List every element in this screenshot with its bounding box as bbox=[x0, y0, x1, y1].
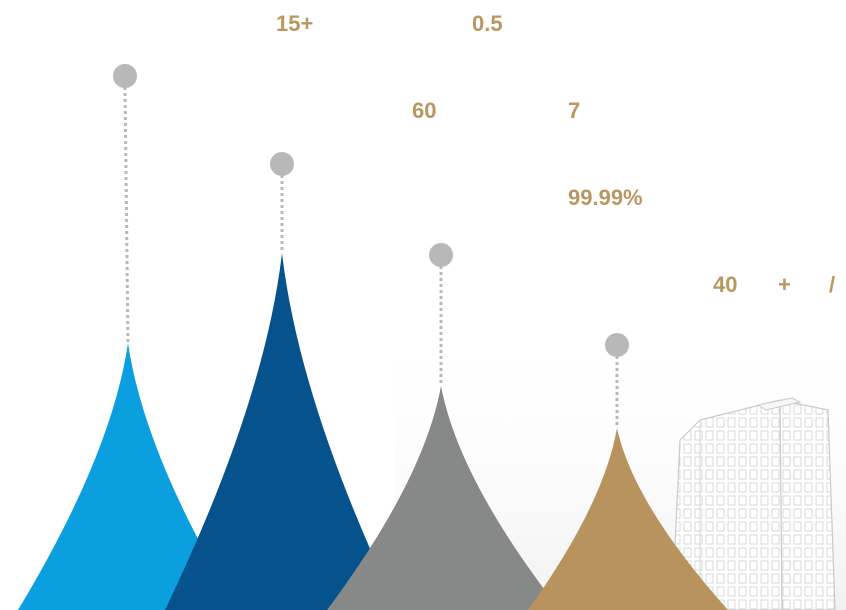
marker-dot-4 bbox=[605, 333, 629, 357]
peak-gray bbox=[327, 386, 560, 610]
connector-line-1 bbox=[123, 86, 130, 344]
stat-value-3: 60 bbox=[412, 98, 437, 123]
office-building-illustration bbox=[671, 397, 836, 610]
peak-light-blue bbox=[18, 343, 238, 610]
peak-gold bbox=[528, 428, 728, 610]
stat-value-6: 40 bbox=[713, 272, 738, 297]
marker-dot-2 bbox=[270, 152, 294, 176]
stat-value-1: 15+ bbox=[276, 11, 314, 36]
stat-value-2: 0.5 bbox=[472, 11, 503, 36]
marker-dot-3 bbox=[429, 243, 453, 267]
stat-value-8: / bbox=[829, 272, 836, 297]
peak-dark-blue bbox=[165, 253, 398, 610]
stat-value-7: + bbox=[778, 272, 791, 297]
stat-value-4: 7 bbox=[568, 98, 581, 123]
stat-value-5: 99.99% bbox=[568, 185, 643, 210]
marker-dot-1 bbox=[113, 64, 137, 88]
